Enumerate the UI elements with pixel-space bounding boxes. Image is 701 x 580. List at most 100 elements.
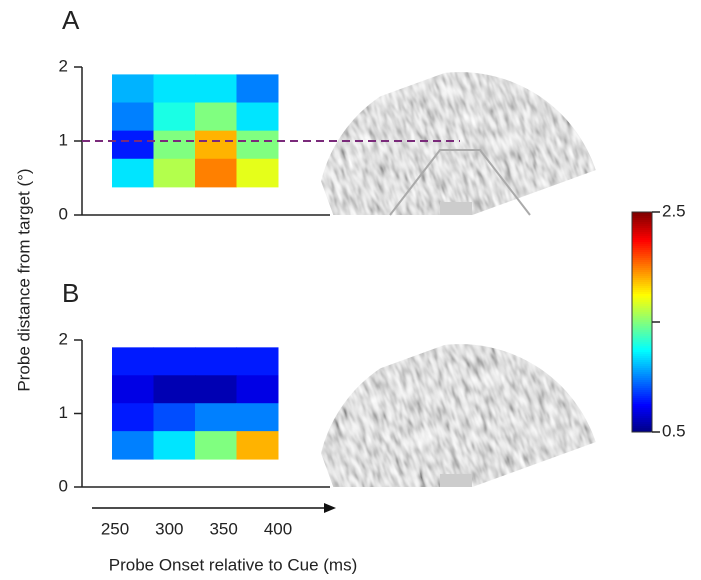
colorbar-step — [632, 238, 652, 241]
colorbar-step — [632, 398, 652, 401]
heat-cell — [112, 102, 154, 132]
heat-cell — [153, 431, 196, 460]
colorbar-step — [632, 234, 652, 237]
colorbar-step — [632, 280, 652, 283]
colorbar-step — [632, 312, 652, 315]
heat-cell — [236, 347, 279, 376]
y-tick-label: 2 — [59, 329, 68, 348]
colorbar-step — [632, 408, 652, 411]
heat-cell — [112, 158, 154, 188]
colorbar-step — [632, 214, 652, 217]
heat-cell — [112, 375, 154, 404]
y-tick-label: 1 — [59, 130, 68, 149]
colorbar-step — [632, 382, 652, 385]
heat-cell — [153, 74, 196, 104]
arrow-head — [324, 503, 336, 513]
colorbar-step — [632, 326, 652, 329]
colorbar-step — [632, 352, 652, 355]
colorbar-step — [632, 354, 652, 357]
colorbar-step — [632, 362, 652, 365]
colorbar-step — [632, 310, 652, 313]
colorbar-step — [632, 224, 652, 227]
colorbar-step — [632, 276, 652, 279]
colorbar-step — [632, 346, 652, 349]
colorbar-step — [632, 252, 652, 255]
colorbar-step — [632, 358, 652, 361]
heat-cell — [195, 403, 237, 432]
colorbar-step — [632, 334, 652, 337]
colorbar-step — [632, 308, 652, 311]
colorbar-step — [632, 370, 652, 373]
y-axis-label: Probe distance from target (°) — [14, 168, 33, 391]
colorbar-step — [632, 226, 652, 229]
heat-cell — [112, 431, 154, 460]
heat-cell — [236, 130, 279, 160]
colorbar-step — [632, 256, 652, 259]
colorbar-step — [632, 314, 652, 317]
heat-cell — [153, 375, 196, 404]
heat-cell — [236, 74, 279, 104]
colorbar-step — [632, 242, 652, 245]
colorbar-step — [632, 332, 652, 335]
colorbar-step — [632, 400, 652, 403]
y-tick-label: 0 — [59, 476, 68, 495]
colorbar-step — [632, 228, 652, 231]
colorbar-step — [632, 410, 652, 413]
colorbar-step — [632, 418, 652, 421]
colorbar-step — [632, 350, 652, 353]
heat-cell — [236, 102, 279, 132]
colorbar-step — [632, 250, 652, 253]
colorbar-step — [632, 428, 652, 431]
heat-cell — [195, 158, 237, 188]
colorbar-step — [632, 284, 652, 287]
colorbar-step — [632, 260, 652, 263]
heat-cell — [236, 431, 279, 460]
colorbar-step — [632, 294, 652, 297]
colorbar-step — [632, 330, 652, 333]
x-axis-label: Probe Onset relative to Cue (ms) — [109, 555, 357, 574]
heat-cell — [195, 74, 237, 104]
colorbar-step — [632, 302, 652, 305]
heat-cell — [112, 74, 154, 104]
heat-cell — [112, 130, 154, 160]
colorbar-step — [632, 412, 652, 415]
x-tick-label: 250 — [101, 519, 129, 538]
colorbar-step — [632, 278, 652, 281]
colorbar-step — [632, 404, 652, 407]
heat-cell — [195, 130, 237, 160]
colorbar-step — [632, 406, 652, 409]
colorbar-step — [632, 348, 652, 351]
colorbar-step — [632, 376, 652, 379]
heat-cell — [153, 158, 196, 188]
colorbar-step — [632, 296, 652, 299]
colorbar-step — [632, 292, 652, 295]
colorbar-step — [632, 380, 652, 383]
colorbar-step — [632, 368, 652, 371]
colorbar-step — [632, 274, 652, 277]
colorbar-step — [632, 366, 652, 369]
colorbar-step — [632, 390, 652, 393]
heat-cell — [195, 102, 237, 132]
colorbar-step — [632, 318, 652, 321]
colorbar-step — [632, 328, 652, 331]
heat-cell — [195, 375, 237, 404]
colorbar-step — [632, 220, 652, 223]
colorbar-step — [632, 246, 652, 249]
y-tick-label: 1 — [59, 403, 68, 422]
colorbar-step — [632, 356, 652, 359]
colorbar-step — [632, 232, 652, 235]
heat-cell — [153, 403, 196, 432]
colorbar-step — [632, 268, 652, 271]
x-tick-label: 350 — [209, 519, 237, 538]
colorbar-step — [632, 338, 652, 341]
panel-label: B — [62, 278, 79, 308]
colorbar-step — [632, 270, 652, 273]
colorbar-step — [632, 236, 652, 239]
colorbar-step — [632, 342, 652, 345]
colorbar-step — [632, 344, 652, 347]
colorbar-step — [632, 300, 652, 303]
colorbar-step — [632, 316, 652, 319]
colorbar-step — [632, 272, 652, 275]
heat-cell — [195, 431, 237, 460]
